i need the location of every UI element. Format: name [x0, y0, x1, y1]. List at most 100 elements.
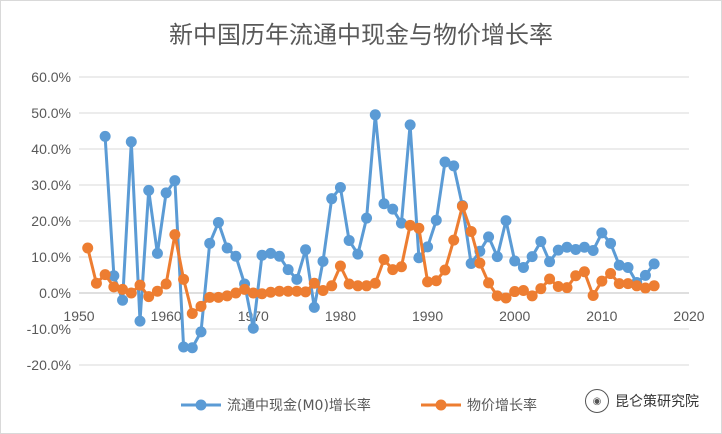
data-point	[491, 251, 503, 263]
data-point	[282, 264, 294, 276]
data-point	[404, 119, 416, 131]
data-point	[160, 278, 172, 290]
data-point	[125, 136, 137, 148]
data-point	[378, 198, 390, 210]
data-point	[326, 193, 338, 205]
data-point	[99, 130, 111, 142]
data-point	[561, 241, 573, 253]
data-point	[247, 322, 259, 334]
data-point	[483, 277, 495, 289]
data-point	[465, 225, 477, 237]
data-point	[369, 109, 381, 121]
data-point	[413, 252, 425, 264]
data-point	[413, 222, 425, 234]
data-point	[334, 182, 346, 194]
data-point	[544, 256, 556, 268]
data-point	[387, 203, 399, 215]
x-tick-label: 1980	[325, 308, 356, 324]
data-point	[308, 277, 320, 289]
y-tick-label: 40.0%	[31, 141, 71, 157]
data-point	[622, 278, 634, 290]
x-tick-label: 2000	[499, 308, 530, 324]
data-point	[456, 200, 468, 212]
data-point	[300, 286, 312, 298]
data-point	[613, 278, 625, 290]
legend-label: 流通中现金(M0)增长率	[227, 397, 371, 414]
y-tick-label: 50.0%	[31, 105, 71, 121]
data-point	[578, 266, 590, 278]
data-point	[448, 234, 460, 246]
x-tick-label: 2010	[586, 308, 617, 324]
legend: 流通中现金(M0)增长率 物价增长率	[181, 397, 537, 414]
data-point	[265, 286, 277, 298]
data-point	[108, 281, 120, 293]
data-point	[395, 261, 407, 273]
data-point	[387, 264, 399, 276]
data-point	[99, 269, 111, 281]
data-point	[378, 254, 390, 266]
data-point	[552, 281, 564, 293]
data-point	[204, 291, 216, 303]
data-point	[578, 241, 590, 253]
data-point	[465, 257, 477, 269]
data-point	[517, 284, 529, 296]
data-point	[230, 250, 242, 262]
data-point	[326, 280, 338, 292]
data-point	[291, 273, 303, 285]
data-point	[369, 277, 381, 289]
data-point	[430, 214, 442, 226]
data-point	[265, 247, 277, 259]
data-point	[317, 284, 329, 296]
data-point	[334, 260, 346, 272]
data-point	[247, 287, 259, 299]
data-point	[448, 160, 460, 172]
data-point	[195, 300, 207, 312]
data-point	[500, 292, 512, 304]
data-point	[561, 282, 573, 294]
data-point	[570, 243, 582, 255]
data-point	[308, 301, 320, 313]
data-point	[291, 285, 303, 297]
data-point	[143, 291, 155, 303]
data-point	[160, 187, 172, 199]
y-tick-label: -10.0%	[27, 321, 71, 337]
y-tick-label: 20.0%	[31, 213, 71, 229]
y-tick-label: -20.0%	[27, 357, 71, 373]
watermark-text: 昆仑策研究院	[615, 394, 699, 410]
data-point	[273, 285, 285, 297]
data-point	[605, 268, 617, 280]
data-point	[648, 280, 660, 292]
x-tick-label: 2020	[673, 308, 704, 324]
y-tick-label: 10.0%	[31, 249, 71, 265]
data-point	[526, 290, 538, 302]
data-point	[204, 237, 216, 249]
y-tick-label: 60.0%	[31, 69, 71, 85]
data-point	[648, 258, 660, 270]
data-point	[317, 255, 329, 267]
data-point	[509, 286, 521, 298]
data-point	[439, 264, 451, 276]
data-point	[143, 184, 155, 196]
data-point	[422, 276, 434, 288]
data-point	[631, 280, 643, 292]
axes: -20.0% -10.0% 0.0% 10.0% 20.0% 30.0% 40.0% 50.0…	[27, 69, 705, 373]
data-point	[195, 326, 207, 338]
watermark: ◉ 昆仑策研究院	[585, 389, 699, 413]
data-point	[282, 285, 294, 297]
data-point	[343, 278, 355, 290]
data-point	[509, 255, 521, 267]
data-point	[587, 245, 599, 257]
data-point	[212, 216, 224, 228]
legend-marker	[435, 399, 447, 411]
data-point	[517, 261, 529, 273]
data-point	[117, 283, 129, 295]
data-point	[117, 294, 129, 306]
data-point	[134, 279, 146, 291]
data-point	[212, 291, 224, 303]
data-point	[404, 219, 416, 231]
x-tick-label: 1960	[151, 308, 182, 324]
data-point	[230, 287, 242, 299]
data-point	[256, 288, 268, 300]
legend-marker	[195, 399, 207, 411]
